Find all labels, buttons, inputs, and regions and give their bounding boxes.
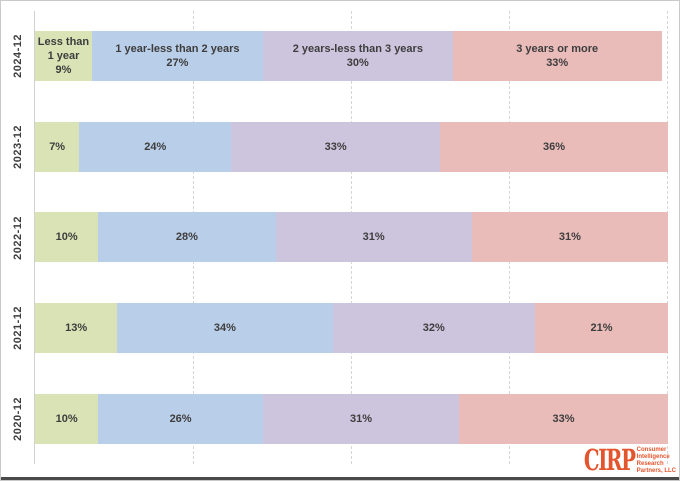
bar-segment: 33% bbox=[231, 121, 441, 172]
segment-value-label: 32% bbox=[422, 321, 445, 334]
stacked-bar: 10% 26% 31% 33% bbox=[35, 393, 668, 444]
segment-series-label: 2 years-less than 3 years bbox=[292, 43, 423, 55]
y-axis-line bbox=[34, 11, 35, 464]
bottom-border-bar bbox=[1, 477, 679, 480]
segment-value-label: 33% bbox=[546, 57, 569, 70]
segment-value-label: 10% bbox=[55, 412, 78, 425]
bar-segment: 1 year-less than 2 years 27% bbox=[91, 31, 263, 82]
plot-area: Less than 1 year 9% 1 year-less than 2 yea… bbox=[35, 11, 668, 464]
chart-row: 7% 24% 33% 36% bbox=[35, 102, 668, 193]
bar-segment: 33% bbox=[459, 393, 668, 444]
y-label-slot: 2023-12 bbox=[1, 102, 34, 193]
segment-value-label: 33% bbox=[552, 412, 575, 425]
logo-sub-line: Consumer bbox=[636, 447, 667, 454]
stacked-bar: 10% 28% 31% 31% bbox=[35, 212, 668, 263]
segment-value-label: 33% bbox=[324, 140, 347, 153]
segment-value-label: 24% bbox=[144, 140, 167, 153]
bar-segment: 7% bbox=[35, 121, 80, 172]
logo-sub-line: Intelligence bbox=[636, 454, 670, 461]
category-label: 2022-12 bbox=[11, 215, 24, 260]
category-label: 2023-12 bbox=[11, 124, 24, 169]
cirp-logo-subtext: Consumer Intelligence Research Partners,… bbox=[637, 447, 676, 475]
segment-series-label: Less than 1 year bbox=[37, 35, 90, 63]
y-label-slot: 2021-12 bbox=[1, 283, 34, 374]
bar-segment: 36% bbox=[440, 121, 668, 172]
stacked-bar: Less than 1 year 9% 1 year-less than 2 yea… bbox=[35, 31, 668, 82]
segment-value-label: 9% bbox=[55, 64, 72, 77]
segment-value-label: 26% bbox=[169, 412, 192, 425]
cirp-logo-text: CIRP bbox=[583, 443, 636, 478]
bar-segment: 10% bbox=[35, 212, 99, 263]
bar-segment: 26% bbox=[98, 393, 263, 444]
segment-value-label: 10% bbox=[55, 231, 78, 244]
segment-value-label: 7% bbox=[49, 140, 66, 153]
bar-segment: 31% bbox=[471, 212, 668, 263]
stacked-bar: 7% 24% 33% 36% bbox=[35, 121, 668, 172]
category-label: 2021-12 bbox=[11, 306, 24, 351]
bar-segment: Less than 1 year 9% bbox=[35, 31, 92, 82]
bar-segment: 31% bbox=[262, 393, 460, 444]
segment-series-label: 1 year-less than 2 years bbox=[115, 43, 240, 55]
bar-segment: 10% bbox=[35, 393, 99, 444]
y-axis-labels: 2024-12 2023-12 2022-12 2021-12 2020-12 bbox=[1, 11, 34, 464]
bar-rows: Less than 1 year 9% 1 year-less than 2 yea… bbox=[35, 11, 668, 464]
chart-row: 10% 26% 31% 33% bbox=[35, 373, 668, 464]
segment-value-label: 27% bbox=[166, 57, 189, 70]
logo-sub-line: Research bbox=[636, 461, 664, 468]
bar-segment: 21% bbox=[535, 303, 668, 354]
bar-segment: 31% bbox=[275, 212, 472, 263]
segment-value-label: 31% bbox=[349, 412, 372, 425]
bar-segment: 13% bbox=[35, 303, 118, 354]
bar-segment: 34% bbox=[117, 303, 333, 354]
category-label: 2024-12 bbox=[11, 34, 24, 79]
segment-value-label: 13% bbox=[65, 321, 88, 334]
y-label-slot: 2020-12 bbox=[1, 373, 34, 464]
bar-segment: 24% bbox=[79, 121, 232, 172]
segment-value-label: 30% bbox=[346, 57, 369, 70]
stacked-bar: 13% 34% 32% 21% bbox=[35, 303, 668, 354]
cirp-logo: CIRP Consumer Intelligence Research Part… bbox=[560, 443, 676, 478]
segment-value-label: 36% bbox=[543, 140, 566, 153]
y-label-slot: 2022-12 bbox=[1, 192, 34, 283]
bar-segment: 3 years or more 33% bbox=[452, 31, 662, 82]
chart-row: 10% 28% 31% 31% bbox=[35, 192, 668, 283]
chart-row: Less than 1 year 9% 1 year-less than 2 yea… bbox=[35, 11, 668, 102]
logo-sub-line: Partners, LLC bbox=[636, 468, 676, 475]
bar-segment: 2 years-less than 3 years 30% bbox=[262, 31, 453, 82]
segment-value-label: 21% bbox=[590, 321, 613, 334]
segment-value-label: 34% bbox=[213, 321, 236, 334]
segment-value-label: 28% bbox=[175, 231, 198, 244]
segment-value-label: 31% bbox=[558, 231, 581, 244]
y-label-slot: 2024-12 bbox=[1, 11, 34, 102]
bar-segment: 28% bbox=[98, 212, 276, 263]
segment-series-label: 3 years or more bbox=[516, 43, 599, 55]
chart-row: 13% 34% 32% 21% bbox=[35, 283, 668, 374]
bar-segment: 32% bbox=[332, 303, 536, 354]
segment-value-label: 31% bbox=[362, 231, 385, 244]
category-label: 2020-12 bbox=[11, 396, 24, 441]
